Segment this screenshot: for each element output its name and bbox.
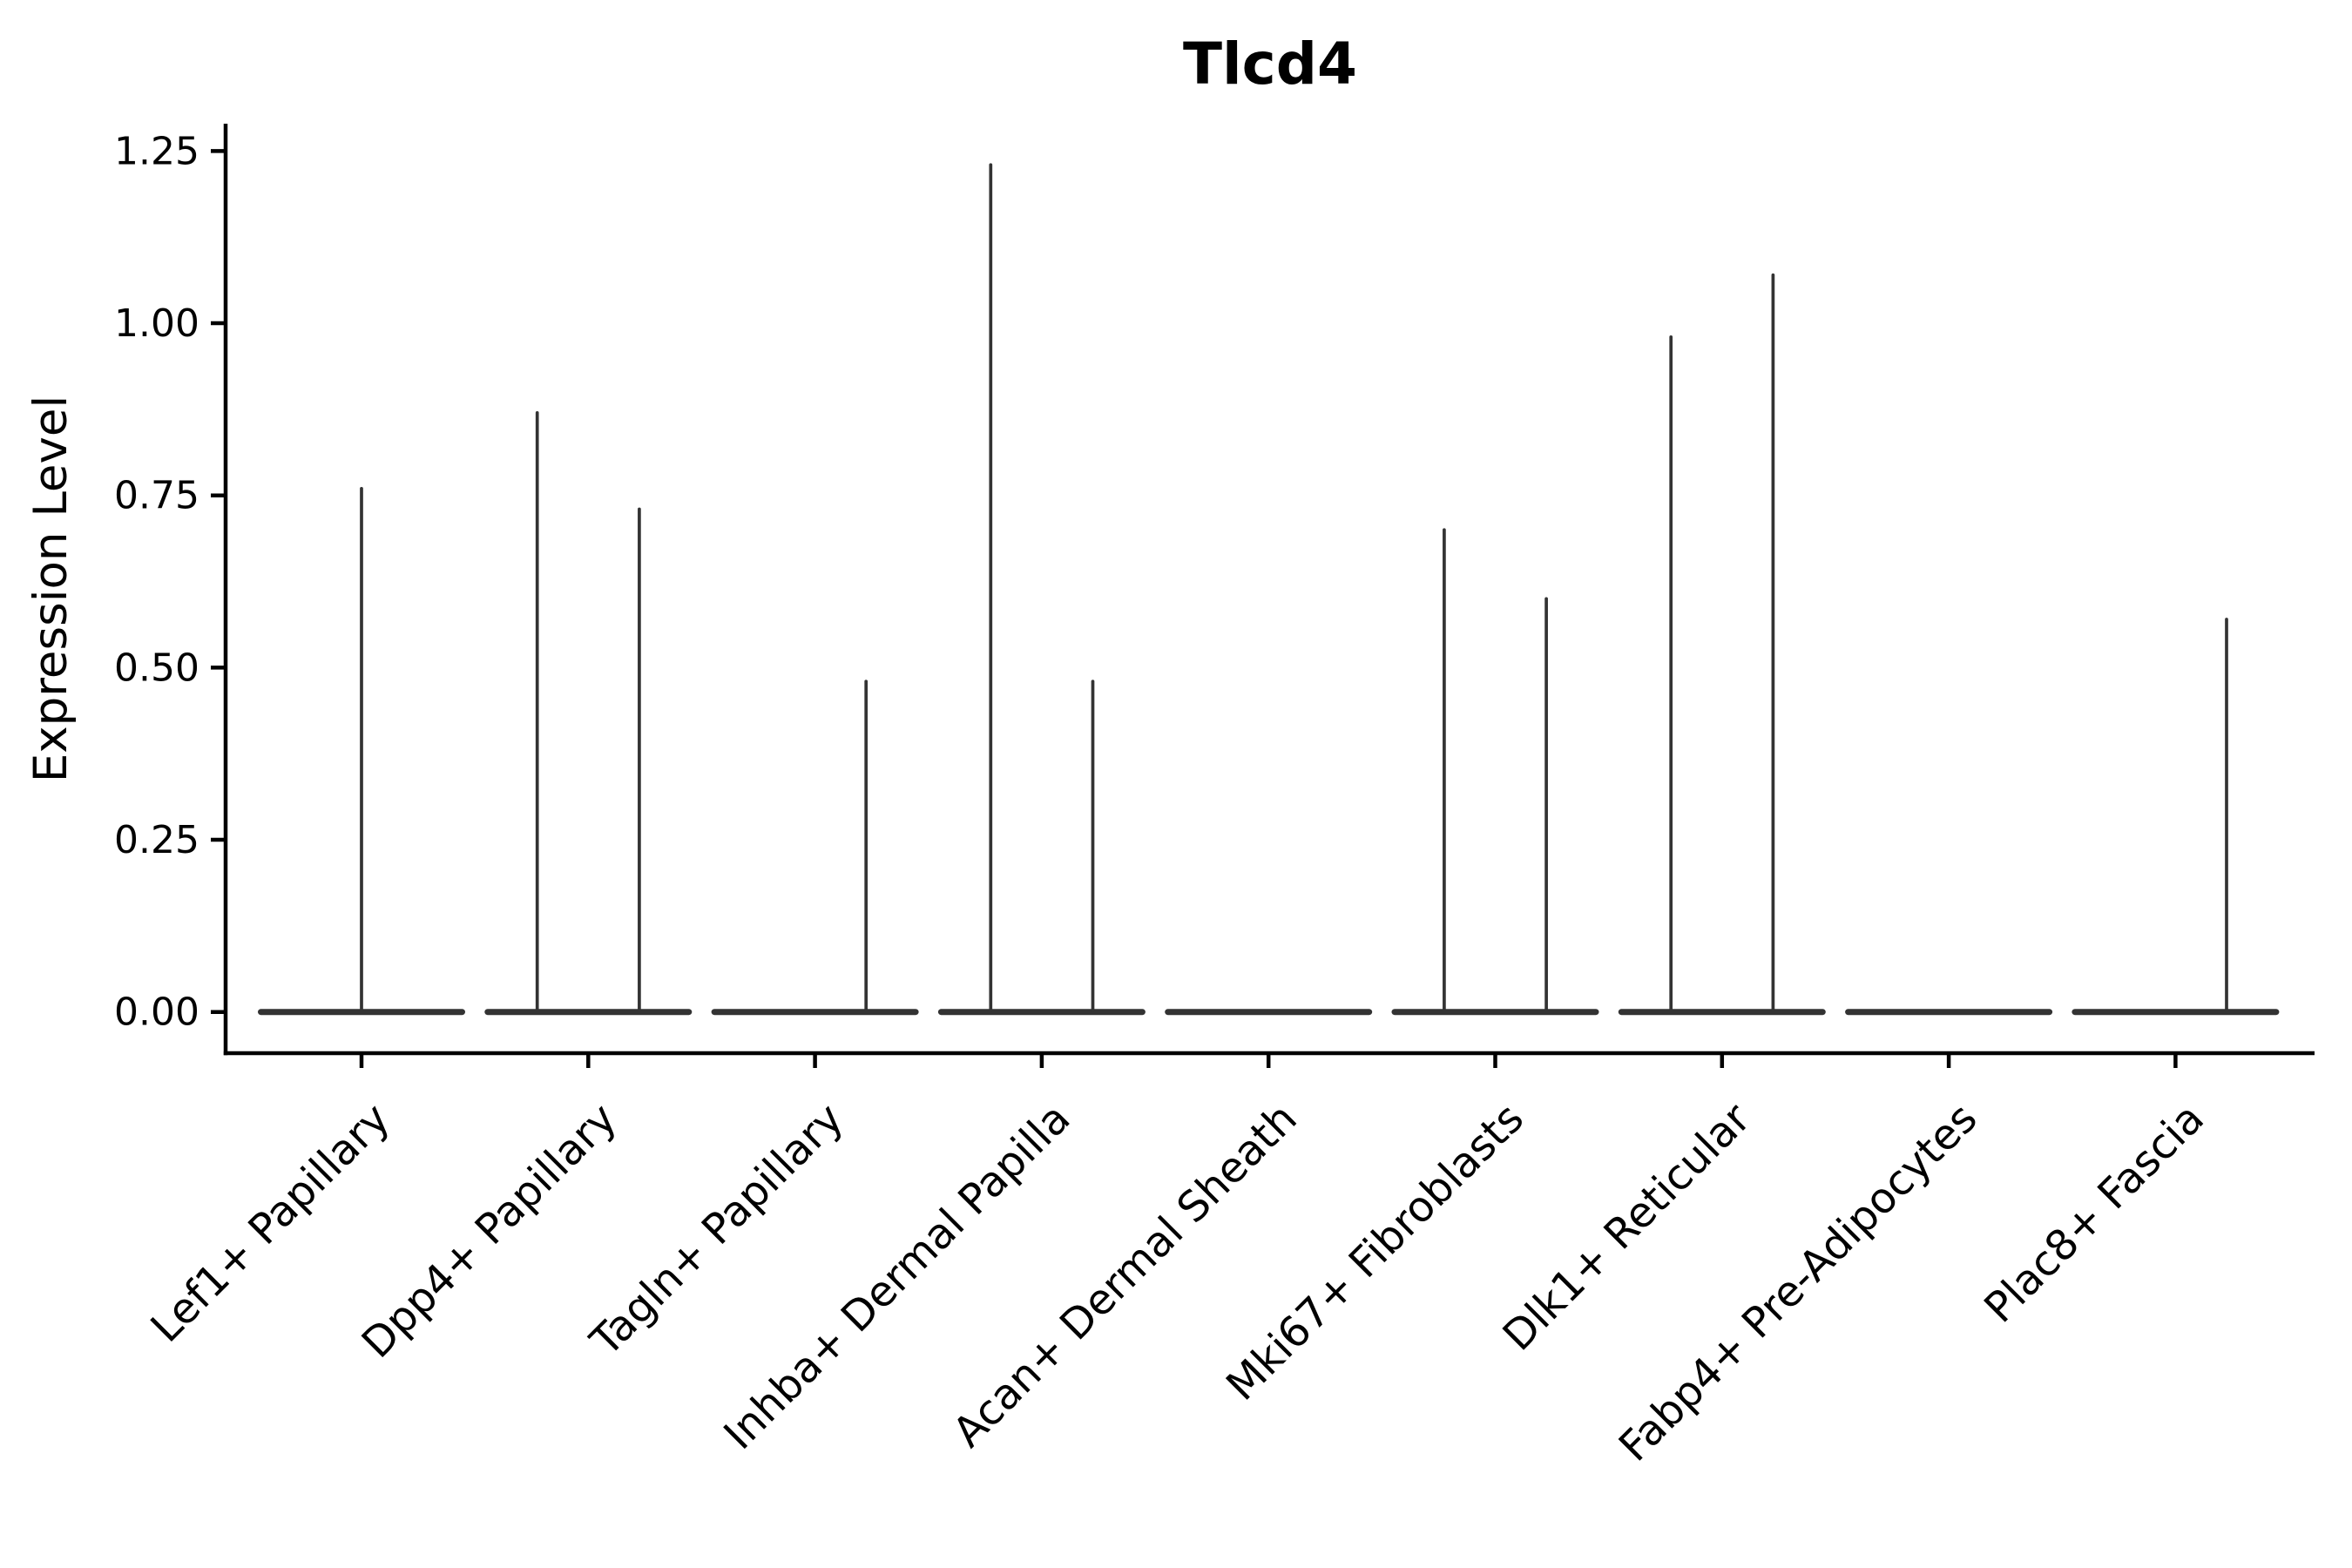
y-tick-label: 1.00 xyxy=(114,301,199,346)
y-tick-group: 0.00 0.25 0.50 0.75 1.00 1.25 xyxy=(114,129,226,1035)
violin-baseline xyxy=(484,1009,693,1016)
y-tick-label: 0.25 xyxy=(114,818,199,862)
x-tick-label: Fabp4+ Pre-Adipocytes xyxy=(1610,1094,1987,1471)
violin-baseline xyxy=(1618,1009,1826,1016)
violin-marks xyxy=(258,163,2280,1016)
x-tick-label: Dlk1+ Reticular xyxy=(1494,1094,1761,1361)
y-axis-label: Expression Level xyxy=(24,395,78,782)
violin-baseline xyxy=(711,1009,919,1016)
x-tick-group xyxy=(359,1053,2178,1068)
plot-title: Tlcd4 xyxy=(1183,30,1357,98)
violin-baseline xyxy=(1845,1009,2053,1016)
x-tick-label: Plac8+ Fascia xyxy=(1975,1094,2213,1333)
y-tick-label: 0.00 xyxy=(114,990,199,1035)
violin-baseline xyxy=(1165,1009,1373,1016)
y-tick-label: 1.25 xyxy=(114,129,199,173)
x-tick-label: Lef1+ Papillary xyxy=(142,1094,400,1352)
x-tick-label: Tagln+ Papillary xyxy=(581,1094,853,1366)
y-tick-label: 0.75 xyxy=(114,474,199,518)
violin-baseline xyxy=(2072,1009,2280,1016)
violin-baseline xyxy=(937,1009,1146,1016)
violin-baseline xyxy=(1391,1009,1599,1016)
y-tick-label: 0.50 xyxy=(114,645,199,690)
violin-baseline xyxy=(258,1009,465,1016)
